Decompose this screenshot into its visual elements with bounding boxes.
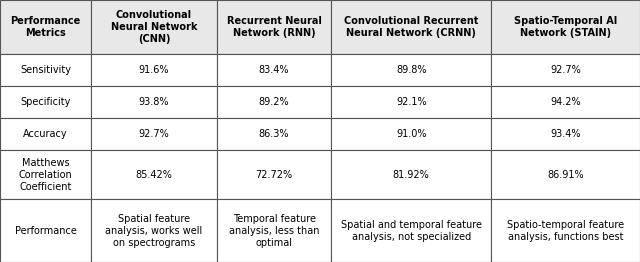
Bar xyxy=(0,54,92,86)
Text: Recurrent Neural
Network (RNN): Recurrent Neural Network (RNN) xyxy=(227,16,321,38)
Bar xyxy=(332,150,491,199)
Bar xyxy=(491,199,640,262)
Bar xyxy=(0,199,92,262)
Text: Performance: Performance xyxy=(15,226,77,236)
Bar xyxy=(92,54,217,86)
Bar xyxy=(491,0,640,54)
Bar xyxy=(217,86,332,118)
Bar xyxy=(0,86,92,118)
Text: 91.6%: 91.6% xyxy=(139,65,169,75)
Text: Accuracy: Accuracy xyxy=(23,129,68,139)
Bar xyxy=(217,118,332,150)
Text: 93.8%: 93.8% xyxy=(139,97,169,107)
Text: 86.3%: 86.3% xyxy=(259,129,289,139)
Text: 93.4%: 93.4% xyxy=(550,129,581,139)
Bar xyxy=(332,86,491,118)
Bar xyxy=(332,199,491,262)
Text: 92.7%: 92.7% xyxy=(550,65,581,75)
Bar xyxy=(332,118,491,150)
Text: Convolutional
Neural Network
(CNN): Convolutional Neural Network (CNN) xyxy=(111,10,197,44)
Bar xyxy=(92,199,217,262)
Bar xyxy=(92,0,217,54)
Text: 81.92%: 81.92% xyxy=(393,170,429,180)
Text: 92.7%: 92.7% xyxy=(139,129,170,139)
Text: 89.8%: 89.8% xyxy=(396,65,426,75)
Bar xyxy=(491,86,640,118)
Text: Specificity: Specificity xyxy=(20,97,71,107)
Bar xyxy=(332,0,491,54)
Text: 86.91%: 86.91% xyxy=(547,170,584,180)
Bar xyxy=(491,150,640,199)
Text: 92.1%: 92.1% xyxy=(396,97,426,107)
Text: Matthews
Correlation
Coefficient: Matthews Correlation Coefficient xyxy=(19,158,72,192)
Bar xyxy=(217,54,332,86)
Bar xyxy=(0,150,92,199)
Text: 85.42%: 85.42% xyxy=(136,170,172,180)
Text: Spatial feature
analysis, works well
on spectrograms: Spatial feature analysis, works well on … xyxy=(106,214,203,248)
Bar xyxy=(332,54,491,86)
Bar xyxy=(0,0,92,54)
Bar xyxy=(491,118,640,150)
Bar xyxy=(92,86,217,118)
Bar xyxy=(217,0,332,54)
Text: Temporal feature
analysis, less than
optimal: Temporal feature analysis, less than opt… xyxy=(228,214,319,248)
Bar xyxy=(92,118,217,150)
Text: 89.2%: 89.2% xyxy=(259,97,289,107)
Bar xyxy=(491,54,640,86)
Text: Performance
Metrics: Performance Metrics xyxy=(10,16,81,38)
Text: Spatio-temporal feature
analysis, functions best: Spatio-temporal feature analysis, functi… xyxy=(507,220,624,242)
Text: 83.4%: 83.4% xyxy=(259,65,289,75)
Text: 72.72%: 72.72% xyxy=(255,170,292,180)
Text: Sensitivity: Sensitivity xyxy=(20,65,71,75)
Text: Spatial and temporal feature
analysis, not specialized: Spatial and temporal feature analysis, n… xyxy=(340,220,482,242)
Text: 94.2%: 94.2% xyxy=(550,97,581,107)
Bar xyxy=(217,150,332,199)
Bar xyxy=(0,118,92,150)
Text: Convolutional Recurrent
Neural Network (CRNN): Convolutional Recurrent Neural Network (… xyxy=(344,16,479,38)
Bar xyxy=(92,150,217,199)
Text: Spatio-Temporal AI
Network (STAIN): Spatio-Temporal AI Network (STAIN) xyxy=(514,16,617,38)
Text: 91.0%: 91.0% xyxy=(396,129,426,139)
Bar xyxy=(217,199,332,262)
